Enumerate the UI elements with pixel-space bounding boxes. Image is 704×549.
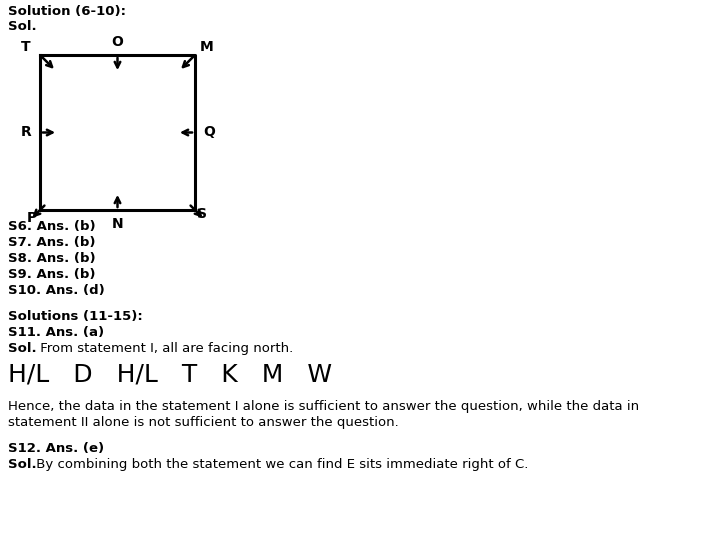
Text: S11. Ans. (a): S11. Ans. (a) — [8, 326, 104, 339]
Text: Solution (6-10):: Solution (6-10): — [8, 5, 126, 18]
Text: N: N — [112, 217, 123, 231]
Text: S8. Ans. (b): S8. Ans. (b) — [8, 252, 96, 265]
Text: T: T — [21, 40, 31, 54]
Text: Solutions (11-15):: Solutions (11-15): — [8, 310, 143, 323]
Text: O: O — [111, 35, 123, 49]
Text: S7. Ans. (b): S7. Ans. (b) — [8, 236, 96, 249]
Text: statement II alone is not sufficient to answer the question.: statement II alone is not sufficient to … — [8, 416, 398, 429]
Text: S9. Ans. (b): S9. Ans. (b) — [8, 268, 96, 281]
Text: Sol.: Sol. — [8, 20, 37, 33]
Text: Sol.: Sol. — [8, 342, 37, 355]
Text: M: M — [200, 40, 214, 54]
Text: S10. Ans. (d): S10. Ans. (d) — [8, 284, 105, 297]
Text: From statement I, all are facing north.: From statement I, all are facing north. — [36, 342, 294, 355]
Text: S6. Ans. (b): S6. Ans. (b) — [8, 220, 96, 233]
Text: Sol.: Sol. — [8, 458, 37, 471]
Text: S: S — [197, 207, 207, 221]
Text: H/L   D   H/L   T   K   M   W: H/L D H/L T K M W — [8, 362, 332, 386]
Text: Q: Q — [203, 126, 215, 139]
Text: R: R — [20, 126, 32, 139]
Text: By combining both the statement we can find E sits immediate right of C.: By combining both the statement we can f… — [32, 458, 529, 471]
Text: P: P — [27, 211, 37, 225]
Text: S12. Ans. (e): S12. Ans. (e) — [8, 442, 104, 455]
Text: Hence, the data in the statement I alone is sufficient to answer the question, w: Hence, the data in the statement I alone… — [8, 400, 639, 413]
